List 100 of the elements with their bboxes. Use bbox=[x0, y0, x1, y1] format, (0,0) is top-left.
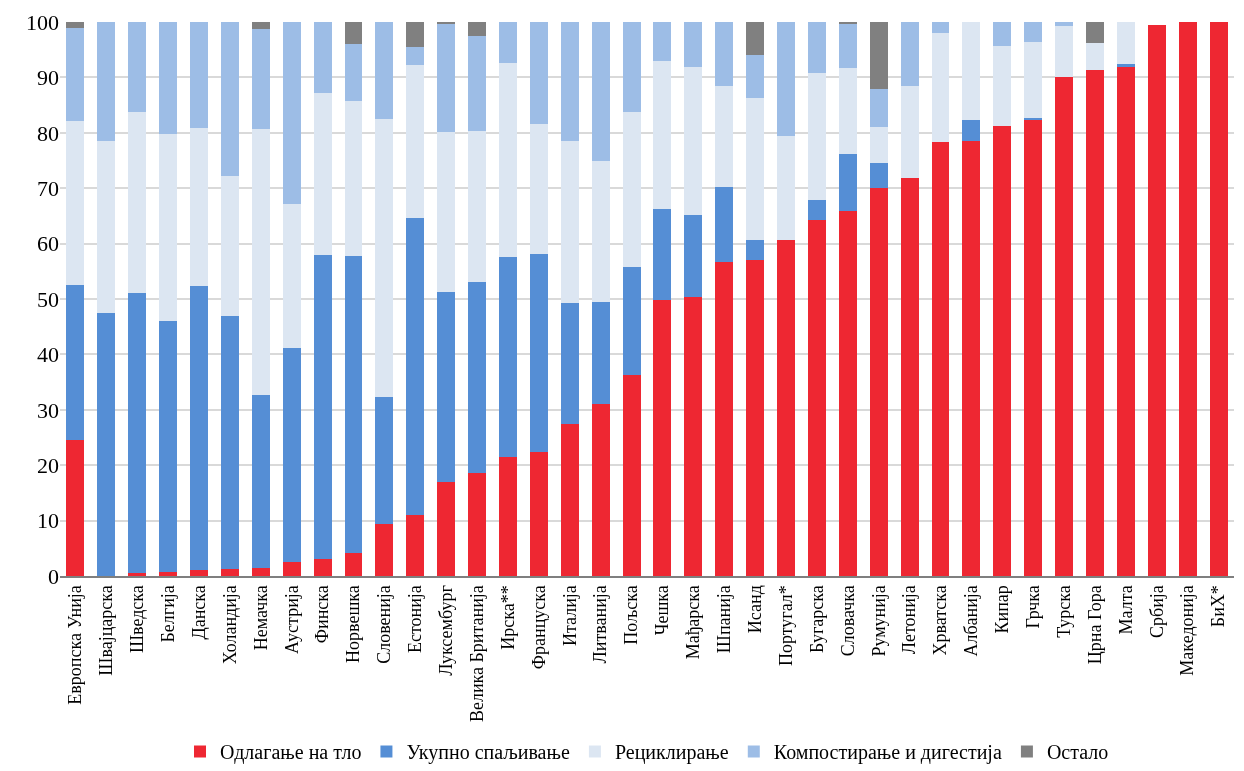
bar bbox=[962, 141, 981, 576]
bar bbox=[684, 296, 703, 576]
bar bbox=[406, 47, 425, 65]
bar bbox=[777, 239, 795, 576]
bar bbox=[97, 141, 116, 313]
bar bbox=[251, 567, 270, 576]
y-tick-label: 40 bbox=[37, 342, 59, 368]
x-tick-label: Белгија bbox=[157, 585, 178, 643]
bar bbox=[653, 209, 672, 300]
x-tick-label: Румунија bbox=[868, 585, 889, 657]
bar bbox=[190, 286, 208, 571]
bar bbox=[190, 127, 208, 287]
bar bbox=[653, 22, 672, 61]
bar bbox=[97, 312, 116, 576]
y-tick-label: 60 bbox=[37, 231, 59, 257]
bar bbox=[777, 136, 795, 240]
bar bbox=[251, 128, 270, 395]
bar bbox=[838, 211, 857, 576]
y-tick-label: 20 bbox=[37, 452, 59, 478]
bar bbox=[653, 60, 672, 210]
bar bbox=[97, 22, 116, 142]
bar bbox=[560, 22, 579, 142]
bar bbox=[190, 570, 208, 576]
bar bbox=[1116, 64, 1135, 67]
bar bbox=[128, 572, 147, 576]
bar bbox=[1055, 22, 1074, 26]
bar bbox=[993, 126, 1012, 576]
bar bbox=[560, 141, 579, 303]
x-tick-label: Аустрија bbox=[281, 585, 302, 655]
bar bbox=[746, 54, 765, 99]
bar bbox=[560, 302, 579, 424]
bar bbox=[282, 347, 301, 562]
bar bbox=[715, 22, 734, 87]
bar bbox=[560, 423, 579, 576]
x-tick-label: Грчка bbox=[1023, 585, 1044, 629]
y-tick-label: 10 bbox=[37, 508, 59, 534]
bar bbox=[684, 22, 703, 67]
bar bbox=[375, 22, 394, 119]
x-tick-label: Кипар bbox=[992, 585, 1013, 634]
x-tick-label: Србија bbox=[1146, 585, 1167, 638]
x-tick-label: Норвешка bbox=[343, 585, 364, 663]
bar bbox=[66, 440, 85, 576]
bar bbox=[1024, 22, 1043, 42]
bar bbox=[1086, 22, 1104, 44]
bar bbox=[869, 89, 888, 128]
bar bbox=[468, 130, 487, 282]
legend-label: Рециклирање bbox=[614, 741, 729, 765]
x-tick-label: Холандија bbox=[219, 585, 240, 665]
y-tick-label: 50 bbox=[37, 286, 59, 312]
bar bbox=[220, 22, 239, 177]
bar bbox=[931, 142, 950, 576]
bar bbox=[251, 394, 270, 568]
bar bbox=[159, 134, 178, 322]
bar bbox=[406, 22, 425, 48]
bar bbox=[499, 256, 517, 457]
bar bbox=[220, 315, 239, 569]
x-tick-label: Летонија bbox=[899, 585, 920, 655]
legend-label: Укупно спаљивање bbox=[406, 741, 570, 765]
y-tick-label: 30 bbox=[37, 397, 59, 423]
y-tick-label: 70 bbox=[37, 175, 59, 201]
bar bbox=[807, 199, 826, 221]
bar bbox=[1055, 77, 1074, 576]
bar bbox=[931, 22, 950, 34]
x-tick-label: Македонија bbox=[1177, 585, 1198, 676]
x-tick-label: Немачка bbox=[250, 585, 271, 651]
x-tick-label: Чешка bbox=[652, 585, 673, 636]
x-tick-label: Пољска bbox=[621, 585, 642, 645]
bar bbox=[1086, 69, 1104, 576]
x-tick-label: Турска bbox=[1053, 585, 1074, 638]
bar bbox=[993, 22, 1012, 47]
bar bbox=[684, 214, 703, 297]
bar bbox=[529, 22, 548, 124]
bar bbox=[1024, 120, 1043, 576]
bar bbox=[622, 112, 641, 267]
y-tick-label: 80 bbox=[37, 120, 59, 146]
bar bbox=[869, 22, 888, 90]
bar bbox=[529, 452, 548, 576]
y-tick-label: 0 bbox=[48, 563, 59, 589]
bar bbox=[468, 281, 487, 473]
x-tick-label: Литванија bbox=[590, 585, 611, 664]
bar bbox=[622, 266, 641, 375]
bar bbox=[468, 35, 487, 131]
x-tick-label: Француска bbox=[528, 585, 549, 670]
bar bbox=[499, 63, 517, 257]
bar bbox=[807, 22, 826, 73]
bar bbox=[128, 292, 147, 573]
bar bbox=[591, 302, 610, 404]
bar bbox=[807, 220, 826, 576]
bar bbox=[313, 558, 332, 576]
x-tick-label: БиХ* bbox=[1208, 585, 1229, 628]
bar bbox=[159, 22, 178, 135]
x-tick-label: Бугарска bbox=[806, 585, 827, 653]
bar bbox=[1147, 24, 1166, 576]
bar bbox=[66, 120, 85, 286]
bar bbox=[684, 66, 703, 215]
bar bbox=[437, 482, 456, 576]
bar bbox=[344, 22, 363, 44]
bar bbox=[807, 72, 826, 200]
bar bbox=[344, 553, 363, 576]
bar bbox=[869, 188, 888, 576]
